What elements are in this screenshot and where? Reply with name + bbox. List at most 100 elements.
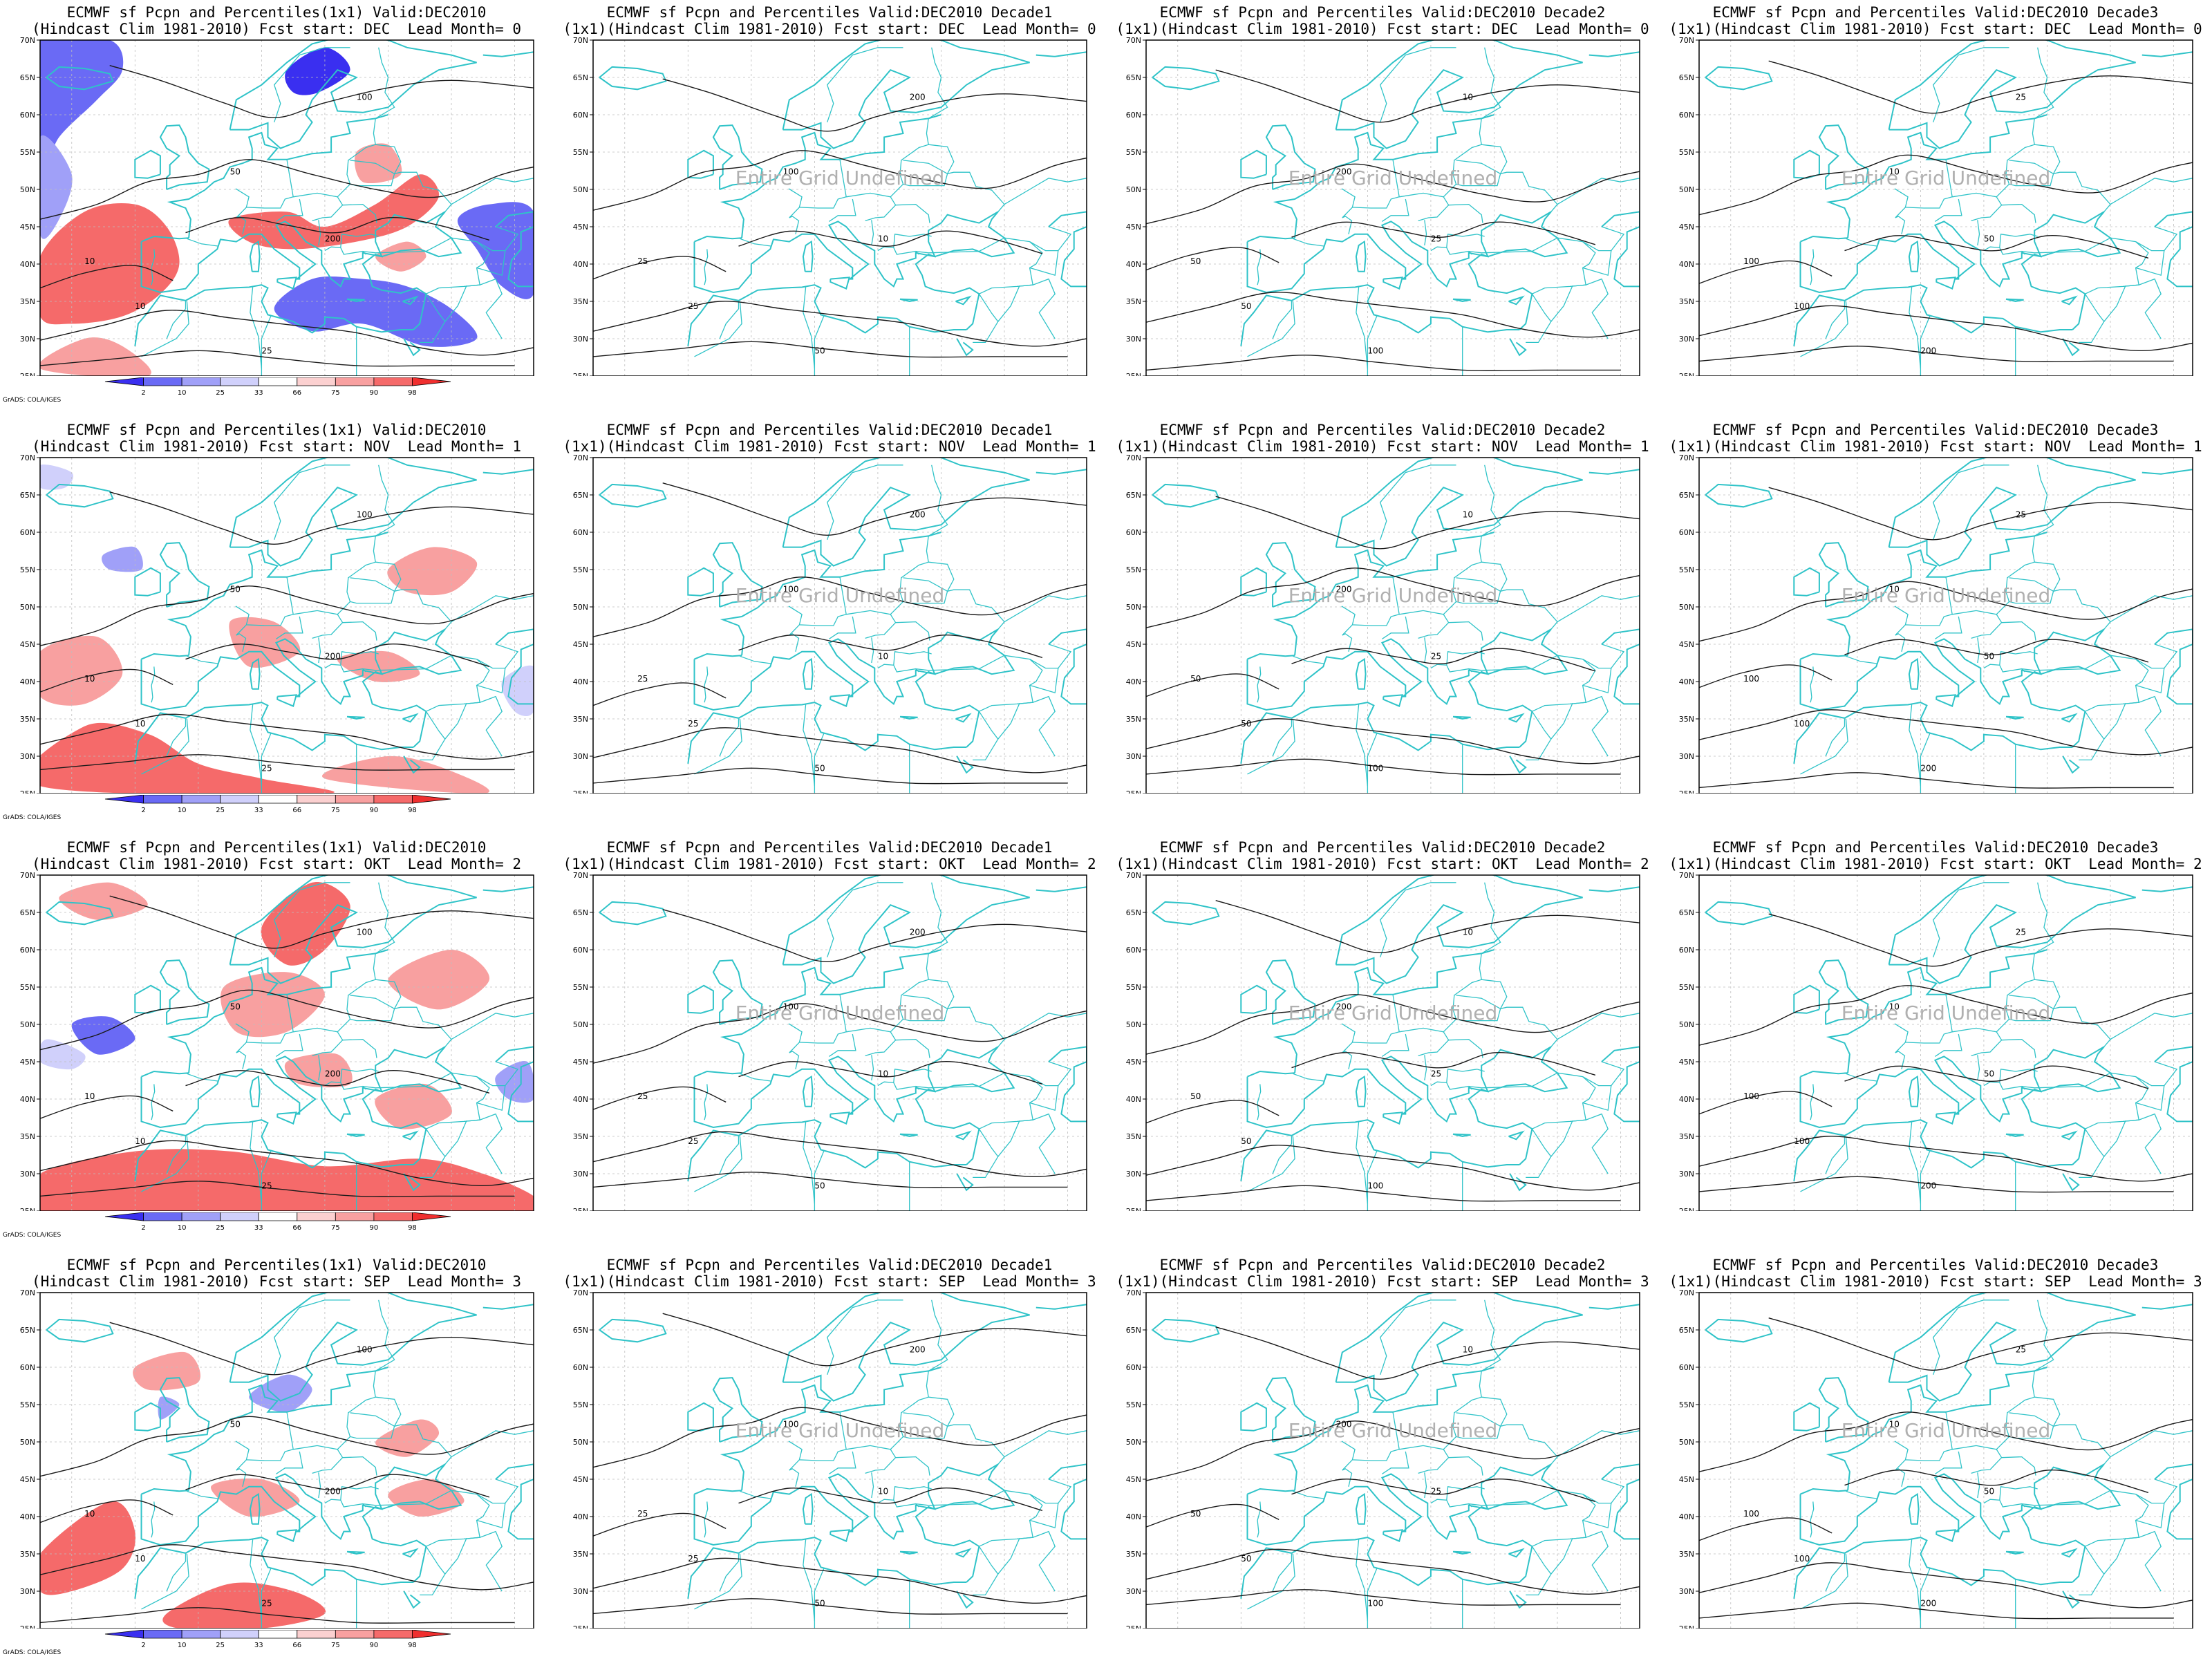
- colorbar-label: 66: [292, 389, 301, 397]
- contour-label: 10: [1463, 1344, 1473, 1354]
- panel-title: ECMWF sf Pcpn and Percentiles(1x1) Valid…: [66, 839, 487, 856]
- panel-subtitle: (1x1)(Hindcast Clim 1981-2010) Fcst star…: [563, 21, 1096, 37]
- contour-line: [1699, 1136, 2193, 1182]
- wet-anomaly-area: [221, 972, 325, 1038]
- panel-subtitle: (Hindcast Clim 1981-2010) Fcst start: OK…: [31, 856, 521, 872]
- colorbar-segment: [297, 1630, 336, 1639]
- lat-tick-label: 55N: [20, 565, 35, 574]
- lat-tick-label: 55N: [573, 565, 588, 574]
- panel-subtitle: (1x1)(Hindcast Clim 1981-2010) Fcst star…: [1669, 21, 2202, 37]
- contour-label: 200: [1920, 346, 1936, 356]
- contour-label: 10: [84, 1091, 95, 1101]
- panel-title: ECMWF sf Pcpn and Percentiles Valid:DEC2…: [1159, 1257, 1606, 1273]
- lat-tick-label: 45N: [573, 640, 588, 649]
- map-panel: ECMWF sf Pcpn and Percentiles(1x1) Valid…: [0, 835, 553, 1252]
- dry-anomaly-area: [40, 135, 73, 239]
- contour-label: 25: [637, 1509, 648, 1519]
- lat-tick-label: 40N: [1679, 1095, 1694, 1104]
- map-panel: ECMWF sf Pcpn and Percentiles(1x1) Valid…: [0, 0, 553, 418]
- colorbar-segment: [373, 1630, 413, 1639]
- contour-line: [109, 895, 534, 949]
- lat-tick-label: 70N: [573, 36, 588, 45]
- contour-line: [593, 150, 1087, 211]
- contour-line: [1699, 664, 1833, 688]
- lat-tick-label: 40N: [1126, 677, 1141, 686]
- colorbar-label: 2: [141, 389, 145, 397]
- contour-label: 10: [1463, 927, 1473, 937]
- panel-title: ECMWF sf Pcpn and Percentiles Valid:DEC2…: [606, 4, 1053, 21]
- panel-title: ECMWF sf Pcpn and Percentiles Valid:DEC2…: [1712, 1257, 2159, 1273]
- map-panel: ECMWF sf Pcpn and Percentiles Valid:DEC2…: [1659, 1252, 2212, 1670]
- contour-label: 10: [1463, 509, 1473, 519]
- colorbar-label: 90: [370, 807, 379, 814]
- contour-label: 100: [783, 1419, 799, 1429]
- wet-anomaly-area: [375, 1083, 452, 1129]
- lat-tick-label: 40N: [20, 1512, 35, 1521]
- contour-line: [40, 754, 515, 771]
- contour-line: [593, 576, 1087, 637]
- panel-title: ECMWF sf Pcpn and Percentiles Valid:DEC2…: [606, 422, 1053, 438]
- lat-tick-label: 30N: [20, 335, 35, 344]
- contour-line: [40, 1140, 534, 1187]
- contour-label: 200: [1920, 764, 1936, 773]
- contour-line: [40, 668, 174, 693]
- colorbar-segment: [412, 1212, 451, 1221]
- lat-tick-label: 50N: [20, 603, 35, 612]
- lat-tick-label: 70N: [1126, 1288, 1141, 1297]
- contour-label: 100: [1367, 1599, 1383, 1608]
- contour-line: [40, 1095, 174, 1119]
- undefined-grid-label: Entire Grid Undefined: [1841, 584, 2051, 607]
- lat-tick-label: 50N: [20, 1438, 35, 1447]
- contour-label: 100: [1367, 764, 1383, 773]
- grads-credit: GrADS: COLA/IGES: [3, 1232, 62, 1239]
- colorbar-label: 33: [254, 389, 263, 397]
- contour-label: 50: [1984, 652, 1994, 662]
- wet-anomaly-area: [261, 881, 350, 966]
- lat-tick-label: 65N: [1679, 73, 1694, 82]
- colorbar-segment: [258, 1212, 298, 1221]
- colorbar-label: 10: [178, 807, 187, 814]
- lat-tick-label: 40N: [20, 260, 35, 269]
- lat-tick-label: 55N: [20, 1400, 35, 1409]
- contour-label: 25: [688, 1554, 698, 1564]
- lat-tick-label: 25N: [573, 789, 588, 794]
- panel-title: ECMWF sf Pcpn and Percentiles Valid:DEC2…: [1159, 839, 1606, 856]
- lat-tick-label: 40N: [20, 1095, 35, 1104]
- contour-label: 50: [1241, 719, 1251, 729]
- colorbar: 2 10 25 33 66 75 90 98: [104, 377, 451, 397]
- lat-tick-label: 65N: [1126, 908, 1141, 917]
- contour-label: 10: [878, 234, 888, 244]
- contour-line: [1215, 900, 1640, 954]
- lat-tick-label: 40N: [1126, 1095, 1141, 1104]
- contour-label: 100: [1794, 1136, 1810, 1146]
- contour-label: 100: [357, 509, 373, 519]
- contour-line: [40, 989, 534, 1051]
- contour-line: [185, 1474, 490, 1498]
- lat-tick-label: 45N: [1679, 640, 1694, 649]
- lat-tick-label: 45N: [1126, 640, 1141, 649]
- lat-tick-label: 70N: [1126, 871, 1141, 880]
- colorbar-segment: [412, 1630, 451, 1639]
- lat-tick-label: 25N: [573, 1624, 588, 1629]
- contour-line: [1291, 221, 1596, 245]
- lat-tick-label: 25N: [20, 1207, 35, 1211]
- contour-line: [40, 713, 534, 760]
- panel-subtitle: (1x1)(Hindcast Clim 1981-2010) Fcst star…: [563, 438, 1096, 455]
- panel-title: ECMWF sf Pcpn and Percentiles(1x1) Valid…: [66, 4, 487, 21]
- contour-label: 10: [878, 652, 888, 662]
- lat-tick-label: 25N: [573, 1207, 588, 1211]
- lat-tick-label: 35N: [1679, 297, 1694, 306]
- contour-line: [1146, 163, 1640, 225]
- wet-anomaly-area: [388, 1479, 465, 1517]
- contour-label: 10: [878, 1487, 888, 1497]
- lat-tick-label: 25N: [1126, 789, 1141, 794]
- contour-label: 50: [1241, 1136, 1251, 1146]
- wet-anomaly-area: [40, 337, 151, 376]
- contour-line: [1768, 1317, 2193, 1371]
- lat-tick-label: 30N: [573, 1170, 588, 1179]
- contour-label: 200: [1920, 1181, 1936, 1191]
- panel-subtitle: (Hindcast Clim 1981-2010) Fcst start: DE…: [31, 21, 521, 37]
- contour-label: 100: [1367, 346, 1383, 356]
- lat-tick-label: 40N: [573, 260, 588, 269]
